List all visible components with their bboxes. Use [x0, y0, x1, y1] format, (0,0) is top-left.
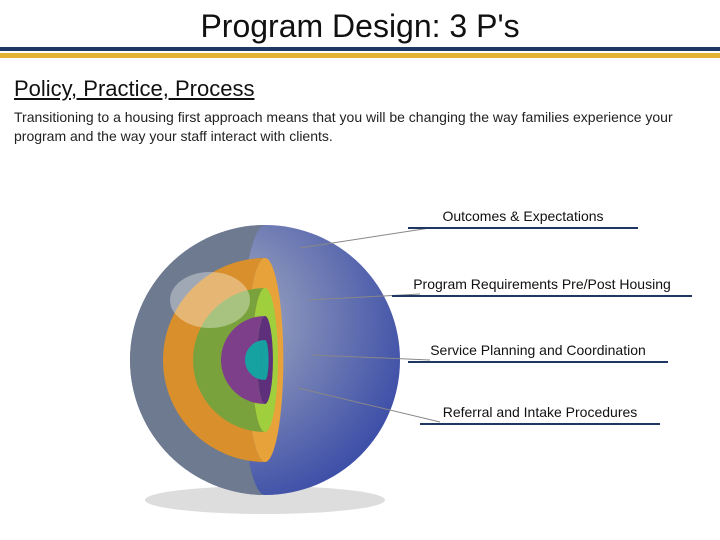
callout-underline-3 — [420, 423, 660, 425]
callout-container: Outcomes & Expectations Program Requireme… — [0, 190, 720, 530]
callout-label-1: Program Requirements Pre/Post Housing — [392, 276, 692, 295]
callout-2: Service Planning and Coordination — [408, 342, 668, 363]
callout-label-2: Service Planning and Coordination — [408, 342, 668, 361]
slide-title-block: Program Design: 3 P's — [0, 0, 720, 47]
callout-underline-0 — [408, 227, 638, 229]
callout-3: Referral and Intake Procedures — [420, 404, 660, 425]
callout-underline-2 — [408, 361, 668, 363]
callout-label-3: Referral and Intake Procedures — [420, 404, 660, 423]
callout-0: Outcomes & Expectations — [408, 208, 638, 229]
slide-subtitle: Policy, Practice, Process — [14, 76, 706, 102]
callout-underline-1 — [392, 295, 692, 297]
callout-1: Program Requirements Pre/Post Housing — [392, 276, 692, 297]
title-rule-gold — [0, 53, 720, 58]
concentric-sphere-diagram: Outcomes & Expectations Program Requireme… — [0, 190, 720, 530]
slide-title: Program Design: 3 P's — [0, 8, 720, 45]
slide-body-text: Transitioning to a housing first approac… — [14, 108, 706, 146]
title-rule-dark — [0, 47, 720, 51]
callout-label-0: Outcomes & Expectations — [408, 208, 638, 227]
